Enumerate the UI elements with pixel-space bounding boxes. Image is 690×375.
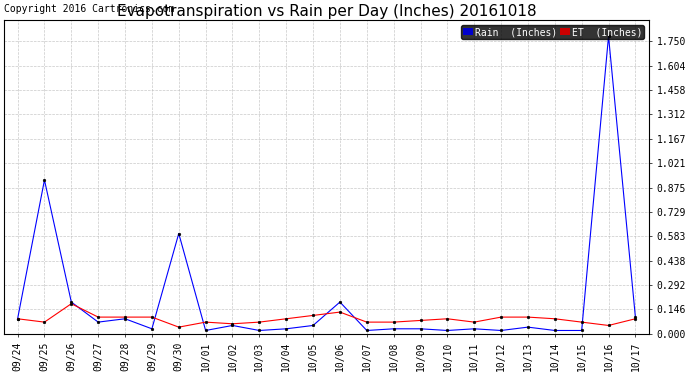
Text: Copyright 2016 Cartronics.com: Copyright 2016 Cartronics.com xyxy=(4,4,175,14)
Title: Evapotranspiration vs Rain per Day (Inches) 20161018: Evapotranspiration vs Rain per Day (Inch… xyxy=(117,4,536,19)
Legend: Rain  (Inches), ET  (Inches): Rain (Inches), ET (Inches) xyxy=(461,25,644,39)
